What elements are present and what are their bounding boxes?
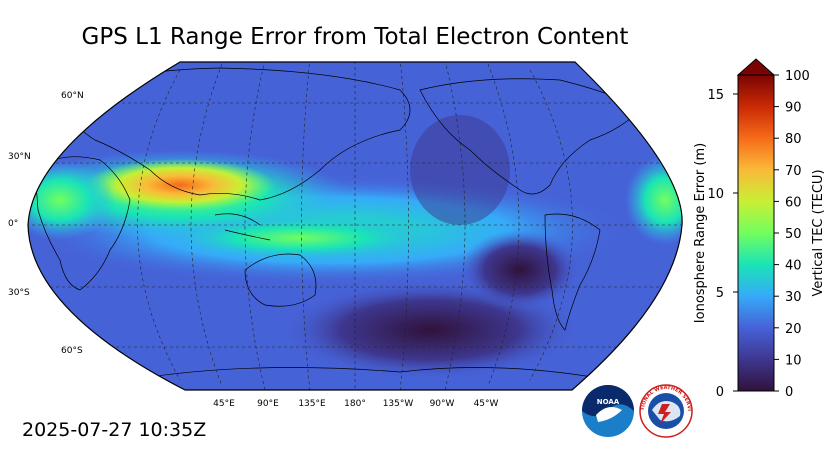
right-tick-90: 90 [785, 101, 802, 116]
colorbar: 15 10 5 0 100 90 80 70 60 50 40 30 20 10… [693, 58, 826, 400]
lon-label-90e: 90°E [257, 399, 279, 409]
right-tick-40: 40 [785, 259, 802, 274]
left-tick-15: 15 [707, 88, 724, 103]
lon-label-135w: 135°W [383, 399, 414, 409]
timestamp: 2025-07-27 10:35Z [22, 419, 207, 441]
lon-label-180: 180° [344, 399, 366, 409]
lat-label-60s: 60°S [61, 346, 83, 356]
right-tick-20: 20 [785, 322, 802, 337]
lat-label-60n: 60°N [61, 91, 84, 101]
right-axis-label: Vertical TEC (TECU) [811, 169, 826, 296]
right-axis-ticks [774, 74, 779, 392]
africa-coastline [34, 156, 131, 291]
lon-label-90w: 90°W [430, 399, 455, 409]
australia-coastline [244, 253, 317, 307]
graticule [28, 62, 683, 390]
tec-map [28, 62, 683, 390]
left-tick-0: 0 [716, 385, 724, 400]
southern-tec-crest [170, 216, 430, 260]
low-tec-north-pacific [410, 115, 510, 225]
right-tick-100: 100 [785, 69, 810, 84]
noaa-logo-text: NOAA [597, 398, 620, 406]
coastlines [34, 67, 641, 381]
africa-tec-region [28, 160, 115, 240]
left-axis-label: Ionosphere Range Error (m) [693, 143, 708, 323]
lon-label-45e: 45°E [213, 399, 235, 409]
antarctica-coastline [129, 367, 611, 381]
left-tick-10: 10 [707, 187, 724, 202]
colorbar-gradient [737, 74, 775, 392]
left-axis-ticks [733, 93, 738, 392]
left-tick-5: 5 [716, 286, 724, 301]
colorbar-extend-arrow [736, 58, 776, 76]
noaa-logo: NOAA [582, 385, 634, 437]
low-tec-southeast-pacific [460, 230, 580, 310]
chart-title: GPS L1 Range Error from Total Electron C… [81, 24, 629, 50]
map-frame [27, 61, 683, 391]
right-tick-70: 70 [785, 164, 802, 179]
lat-label-30n: 30°N [8, 152, 31, 162]
right-tick-30: 30 [785, 290, 802, 305]
indonesia-coastline [214, 213, 271, 241]
right-tick-50: 50 [785, 227, 802, 242]
right-tick-80: 80 [785, 132, 802, 147]
lon-label-135e: 135°E [298, 399, 326, 409]
lat-label-30s: 30°S [8, 288, 30, 298]
eurasia-coastline [59, 67, 411, 201]
atlantic-tec-region [625, 155, 683, 245]
lat-label-0: 0° [8, 219, 18, 229]
max-tec-hotspot [85, 159, 275, 211]
lon-label-45w: 45°W [474, 399, 499, 409]
right-tick-0: 0 [785, 385, 793, 400]
south-america-coastline [544, 213, 601, 331]
right-tick-60: 60 [785, 195, 802, 210]
north-america-coastline [419, 78, 641, 195]
right-tick-10: 10 [785, 353, 802, 368]
